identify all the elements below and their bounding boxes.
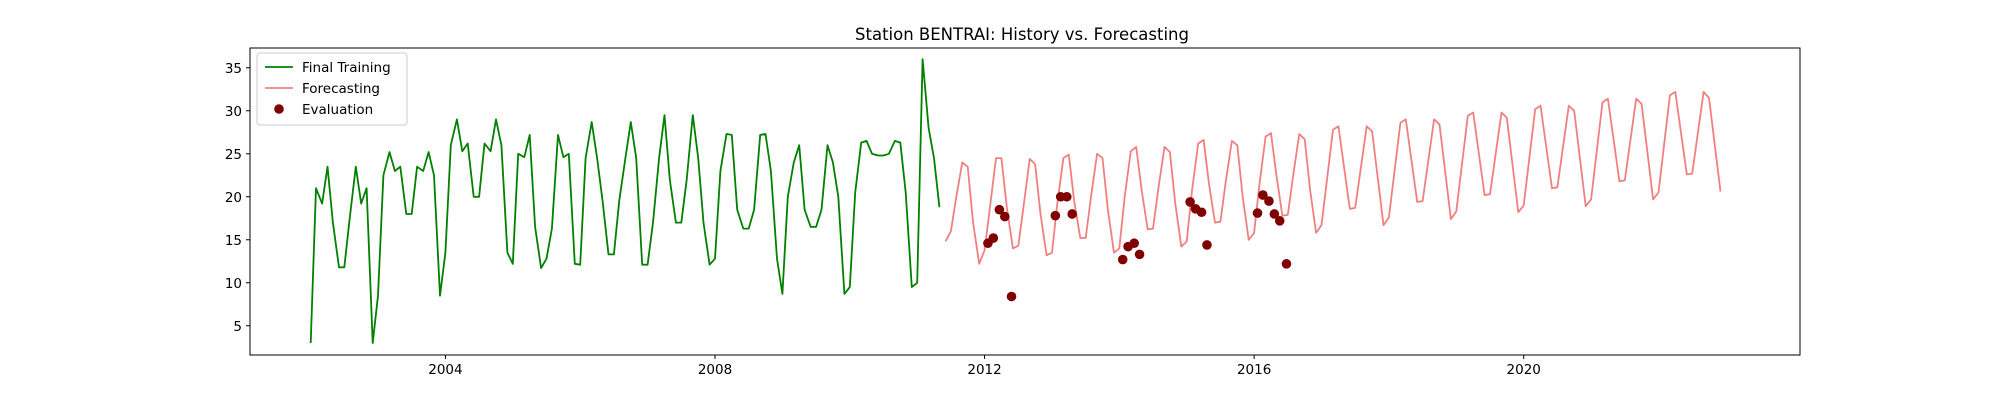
evaluation-point (1061, 191, 1072, 202)
plot-frame (249, 47, 1801, 356)
series-line-0 (309, 58, 941, 344)
evaluation-point (1281, 259, 1292, 269)
evaluation-point (1117, 254, 1128, 265)
legend-label: Forecasting (302, 81, 380, 97)
legend-label: Evaluation (302, 102, 373, 118)
legend: Final Training Forecasting Evaluation (256, 52, 408, 126)
x-tick-label: 2016 (1237, 362, 1271, 378)
evaluation-point (1134, 249, 1145, 260)
chart-title: Station BENTRAI: History vs. Forecasting (855, 25, 1189, 44)
x-tick-label: 2008 (698, 362, 732, 378)
evaluation-point (988, 233, 999, 243)
evaluation-point (994, 204, 1005, 215)
legend-label: Final Training (302, 60, 391, 76)
evaluation-point (1185, 197, 1195, 207)
legend-box (256, 52, 408, 126)
evaluation-point (1258, 190, 1268, 200)
y-tick-label: 25 (225, 147, 242, 163)
x-tick-label: 2020 (1507, 362, 1541, 378)
evaluation-point (1202, 240, 1212, 250)
x-tick-label: 2004 (428, 362, 462, 378)
y-tick-label: 20 (225, 190, 242, 206)
evaluation-point (1264, 196, 1274, 206)
plot-area (309, 58, 1722, 344)
y-tick-label: 5 (233, 319, 242, 335)
evaluation-point (1252, 208, 1263, 218)
evaluation-point (1006, 291, 1017, 302)
evaluation-point (1067, 209, 1077, 219)
evaluation-point (1129, 238, 1139, 249)
x-tick-label: 2012 (967, 362, 1001, 378)
evaluation-point (999, 211, 1010, 222)
series-line-1 (944, 91, 1722, 265)
axes: 2004 2008 2012 2016 2020 5 10 15 20 25 30 35 (225, 61, 1541, 378)
y-tick-label: 10 (225, 276, 242, 292)
y-tick-label: 15 (225, 233, 242, 249)
evaluation-point (1050, 210, 1061, 221)
evaluation-point (1274, 216, 1285, 226)
legend-marker-swatch (274, 104, 284, 114)
evaluation-point (1269, 209, 1280, 219)
evaluation-point (1196, 207, 1207, 218)
y-tick-label: 30 (225, 104, 242, 120)
y-tick-label: 35 (225, 61, 242, 77)
